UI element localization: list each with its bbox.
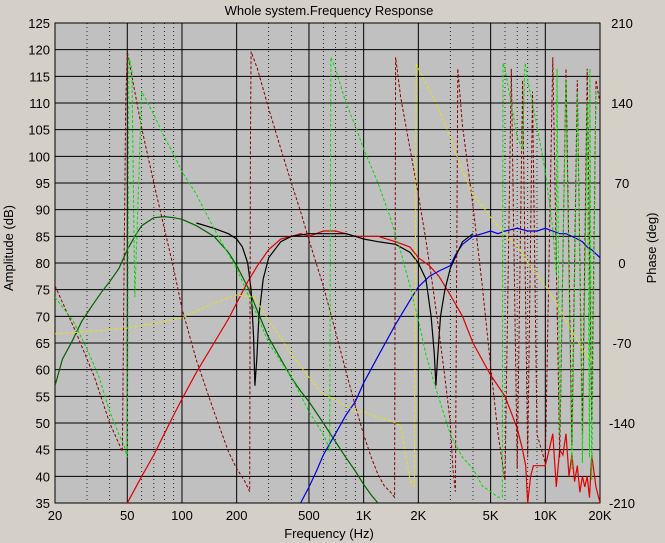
x-tick-label: 50 bbox=[120, 508, 134, 523]
amplitude-series-line-1 bbox=[126, 230, 600, 503]
y-tick-label: 110 bbox=[29, 96, 50, 111]
y-tick-label: 100 bbox=[28, 149, 50, 164]
y-tick-label: 50 bbox=[36, 416, 50, 431]
phase-series-line-6 bbox=[55, 62, 593, 488]
y-tick-label: 105 bbox=[28, 123, 50, 138]
amplitude-series-line-3 bbox=[196, 222, 474, 386]
y-tick-label: 40 bbox=[36, 469, 50, 484]
y2-tick-label: -210 bbox=[609, 496, 635, 511]
amplitude-series-line-0 bbox=[55, 215, 379, 503]
y-tick-label: 90 bbox=[36, 203, 50, 218]
y2-tick-label: 0 bbox=[618, 256, 625, 271]
chart-title: Whole system.Frequency Response bbox=[225, 3, 434, 18]
y2-tick-label: 210 bbox=[611, 16, 633, 31]
y-tick-label: 60 bbox=[36, 363, 50, 378]
y-tick-label: 65 bbox=[36, 336, 50, 351]
x-tick-label: 200 bbox=[226, 508, 248, 523]
y-tick-label: 125 bbox=[28, 16, 50, 31]
y-tick-label: 120 bbox=[28, 43, 50, 58]
y-tick-label: 70 bbox=[36, 309, 50, 324]
series-layer bbox=[55, 51, 600, 503]
y-tick-label: 75 bbox=[36, 283, 50, 298]
x-tick-label: 10K bbox=[534, 508, 557, 523]
x-tick-label: 100 bbox=[171, 508, 193, 523]
y2-tick-label: -140 bbox=[609, 416, 635, 431]
y-tick-label: 55 bbox=[36, 389, 50, 404]
y2-tick-label: 70 bbox=[615, 176, 629, 191]
phase-series-line-4 bbox=[55, 51, 600, 499]
y-tick-label: 80 bbox=[36, 256, 50, 271]
y-tick-label: 115 bbox=[29, 69, 50, 84]
y2-tick-label: -70 bbox=[613, 336, 632, 351]
x-axis-label: Frequency (Hz) bbox=[284, 526, 374, 541]
x-tick-label: 20 bbox=[48, 508, 62, 523]
x-tick-label: 500 bbox=[298, 508, 320, 523]
y-tick-label: 45 bbox=[36, 443, 50, 458]
y2-axis-label: Phase (deg) bbox=[644, 213, 659, 284]
tick-labels: 20 50 100 200 500 1K 2K 5K 10K 20K 35 40 45 50 55 60 65 7… bbox=[28, 16, 635, 523]
phase-series-line-5 bbox=[55, 57, 597, 498]
y-axis-label: Amplitude (dB) bbox=[1, 205, 16, 291]
x-tick-label: 5K bbox=[483, 508, 499, 523]
x-tick-label: 20K bbox=[588, 508, 611, 523]
y2-tick-label: 140 bbox=[611, 96, 633, 111]
y-tick-label: 35 bbox=[36, 496, 50, 511]
y-tick-label: 85 bbox=[36, 229, 50, 244]
x-tick-label: 2K bbox=[410, 508, 426, 523]
x-tick-label: 1K bbox=[356, 508, 372, 523]
y-tick-label: 95 bbox=[36, 176, 50, 191]
